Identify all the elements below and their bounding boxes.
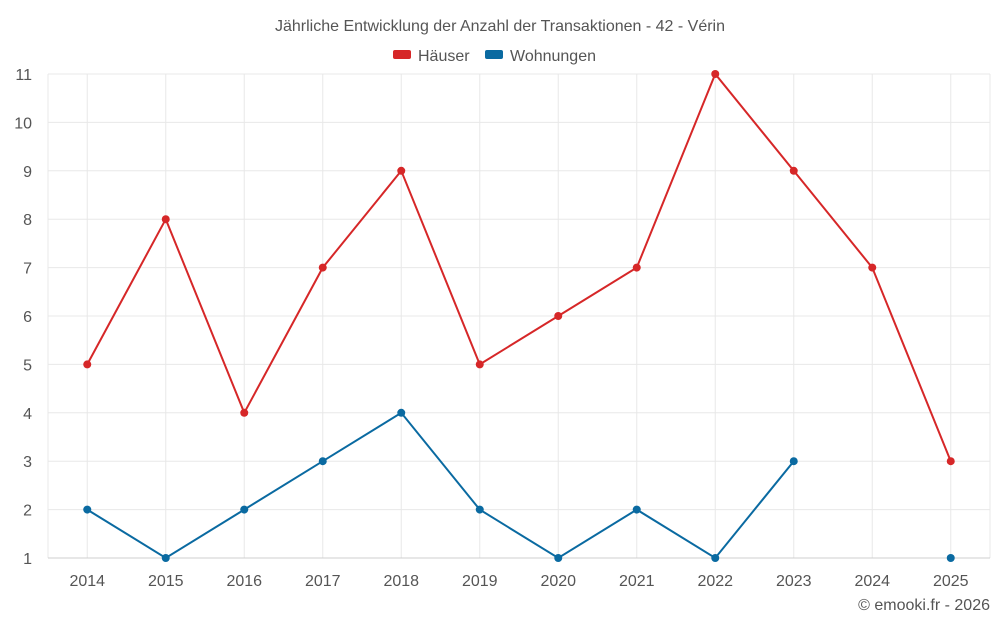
series-line-haeuser <box>86 72 952 462</box>
data-point-haeuser[interactable] <box>632 263 641 272</box>
x-tick-label: 2016 <box>226 573 262 590</box>
x-tick-label: 2015 <box>148 573 184 590</box>
legend-swatch-wohnungen <box>485 50 503 59</box>
legend-item-wohnungen[interactable]: Wohnungen <box>485 48 596 65</box>
data-point-wohnungen[interactable] <box>83 505 92 514</box>
y-tick-label: 8 <box>23 212 32 229</box>
y-tick-label: 2 <box>23 503 32 520</box>
x-tick-label: 2014 <box>69 573 105 590</box>
data-point-wohnungen[interactable] <box>632 505 641 514</box>
legend: Häuser Wohnungen <box>393 48 596 65</box>
data-point-wohnungen[interactable] <box>554 554 563 562</box>
data-point-haeuser[interactable] <box>789 166 798 175</box>
x-tick-label: 2025 <box>933 573 969 590</box>
data-point-wohnungen[interactable] <box>318 457 327 466</box>
data-point-wohnungen[interactable] <box>240 505 249 514</box>
data-point-haeuser[interactable] <box>711 70 720 78</box>
data-point-haeuser[interactable] <box>554 312 563 320</box>
x-tick-label: 2023 <box>776 573 812 590</box>
y-tick-label: 1 <box>23 551 32 568</box>
y-axis-ticks: 1 2 3 4 5 6 7 8 9 10 11 <box>14 67 32 568</box>
chart-title: Jährliche Entwicklung der Anzahl der Tra… <box>275 18 725 35</box>
x-tick-label: 2022 <box>697 573 733 590</box>
y-tick-label: 5 <box>23 357 32 374</box>
data-point-haeuser[interactable] <box>318 263 327 272</box>
legend-label-haeuser: Häuser <box>418 48 470 65</box>
y-tick-label: 10 <box>14 115 32 132</box>
data-point-haeuser[interactable] <box>868 263 877 272</box>
data-point-haeuser[interactable] <box>475 360 484 369</box>
data-point-wohnungen[interactable] <box>397 408 406 417</box>
x-tick-label: 2020 <box>540 573 576 590</box>
data-point-haeuser[interactable] <box>397 166 406 175</box>
data-point-wohnungen[interactable] <box>711 554 720 562</box>
grid <box>47 73 991 559</box>
data-point-wohnungen[interactable] <box>946 554 955 562</box>
data-point-wohnungen[interactable] <box>161 554 170 562</box>
data-point-haeuser[interactable] <box>946 457 955 466</box>
x-tick-label: 2019 <box>462 573 498 590</box>
data-point-wohnungen[interactable] <box>789 457 798 466</box>
y-tick-label: 4 <box>23 406 32 423</box>
x-tick-label: 2017 <box>305 573 341 590</box>
x-tick-label: 2021 <box>619 573 655 590</box>
y-tick-label: 3 <box>23 454 32 471</box>
legend-item-haeuser[interactable]: Häuser <box>393 48 470 65</box>
legend-label-wohnungen: Wohnungen <box>510 48 596 65</box>
legend-swatch-haeuser <box>393 50 411 59</box>
y-tick-label: 7 <box>23 261 32 278</box>
x-tick-label: 2024 <box>854 573 890 590</box>
y-tick-label: 6 <box>23 309 32 326</box>
x-tick-label: 2018 <box>383 573 419 590</box>
y-tick-label: 11 <box>15 67 32 84</box>
x-axis-ticks: 2014 2015 2016 2017 2018 2019 2020 2021 2022 2023… <box>69 573 968 590</box>
data-point-wohnungen[interactable] <box>475 505 484 514</box>
data-point-haeuser[interactable] <box>161 215 170 224</box>
y-tick-label: 9 <box>23 164 32 181</box>
data-point-haeuser[interactable] <box>240 408 249 417</box>
series-line-wohnungen <box>86 411 795 560</box>
data-point-haeuser[interactable] <box>83 360 92 369</box>
series-layer <box>83 70 955 562</box>
credit-text: © emooki.fr - 2026 <box>858 597 990 614</box>
